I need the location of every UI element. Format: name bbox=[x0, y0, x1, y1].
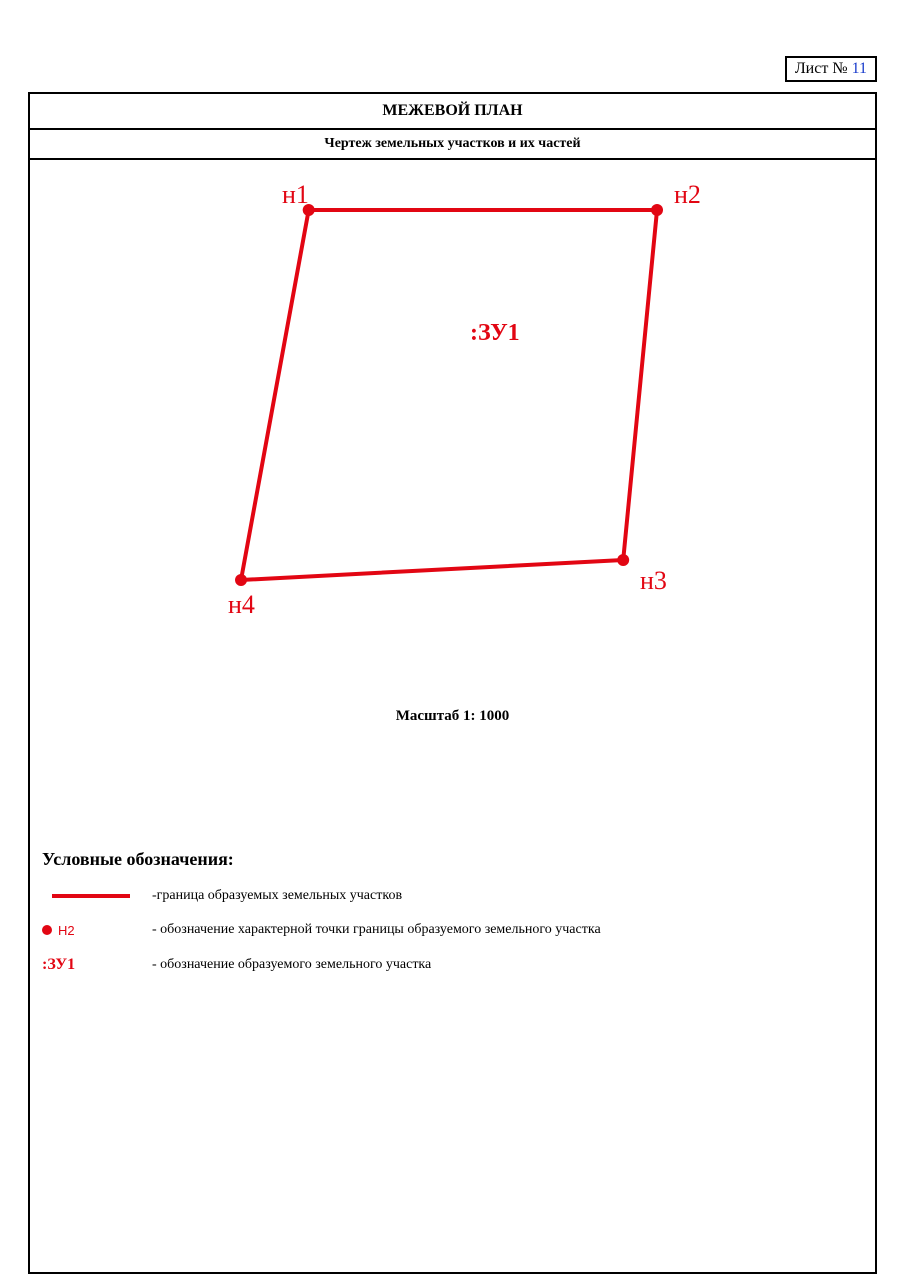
plot-drawing-area: н1 н2 н3 н4 :ЗУ1 bbox=[30, 160, 875, 700]
legend-label-text: :ЗУ1 bbox=[42, 956, 75, 974]
page-number-label: Лист № bbox=[795, 60, 848, 77]
page-number-box: Лист № 11 bbox=[785, 56, 877, 82]
legend-row: :ЗУ1 - обозначение образуемого земельного… bbox=[42, 956, 863, 974]
scale-text: Масштаб 1: 1000 bbox=[30, 700, 875, 729]
plot-node-label: н3 bbox=[640, 566, 667, 596]
legend-point-icon bbox=[42, 925, 52, 935]
plot-node-label: н2 bbox=[674, 180, 701, 210]
legend-symbol bbox=[42, 894, 152, 898]
plot-edge bbox=[241, 560, 623, 580]
legend-desc: - обозначение характерной точки границы … bbox=[152, 922, 863, 938]
legend-row: Н2 - обозначение характерной точки границ… bbox=[42, 922, 863, 938]
plot-node bbox=[617, 554, 629, 566]
plot-node bbox=[651, 204, 663, 216]
legend-title: Условные обозначения: bbox=[42, 849, 863, 870]
plot-node-label: н4 bbox=[228, 590, 255, 620]
legend-line-icon bbox=[52, 894, 130, 898]
plot-node bbox=[235, 574, 247, 586]
document-frame: МЕЖЕВОЙ ПЛАН Чертеж земельных участков и… bbox=[28, 92, 877, 1274]
plot-center-label: :ЗУ1 bbox=[470, 320, 520, 347]
plot-svg bbox=[30, 160, 875, 700]
document-title: МЕЖЕВОЙ ПЛАН bbox=[30, 94, 875, 130]
page-number-value: 11 bbox=[852, 60, 867, 77]
legend-symbol: Н2 bbox=[42, 923, 152, 938]
plot-edge bbox=[241, 210, 309, 580]
legend-point-text: Н2 bbox=[58, 923, 75, 938]
legend-desc: -граница образуемых земельных участков bbox=[152, 888, 863, 904]
legend-symbol: :ЗУ1 bbox=[42, 956, 152, 974]
document-subtitle: Чертеж земельных участков и их частей bbox=[30, 130, 875, 160]
plot-node-label: н1 bbox=[282, 180, 309, 210]
legend-block: Условные обозначения: -граница образуемы… bbox=[30, 849, 875, 1012]
legend-desc: - обозначение образуемого земельного уча… bbox=[152, 957, 863, 973]
legend-row: -граница образуемых земельных участков bbox=[42, 888, 863, 904]
plot-edge bbox=[623, 210, 657, 560]
